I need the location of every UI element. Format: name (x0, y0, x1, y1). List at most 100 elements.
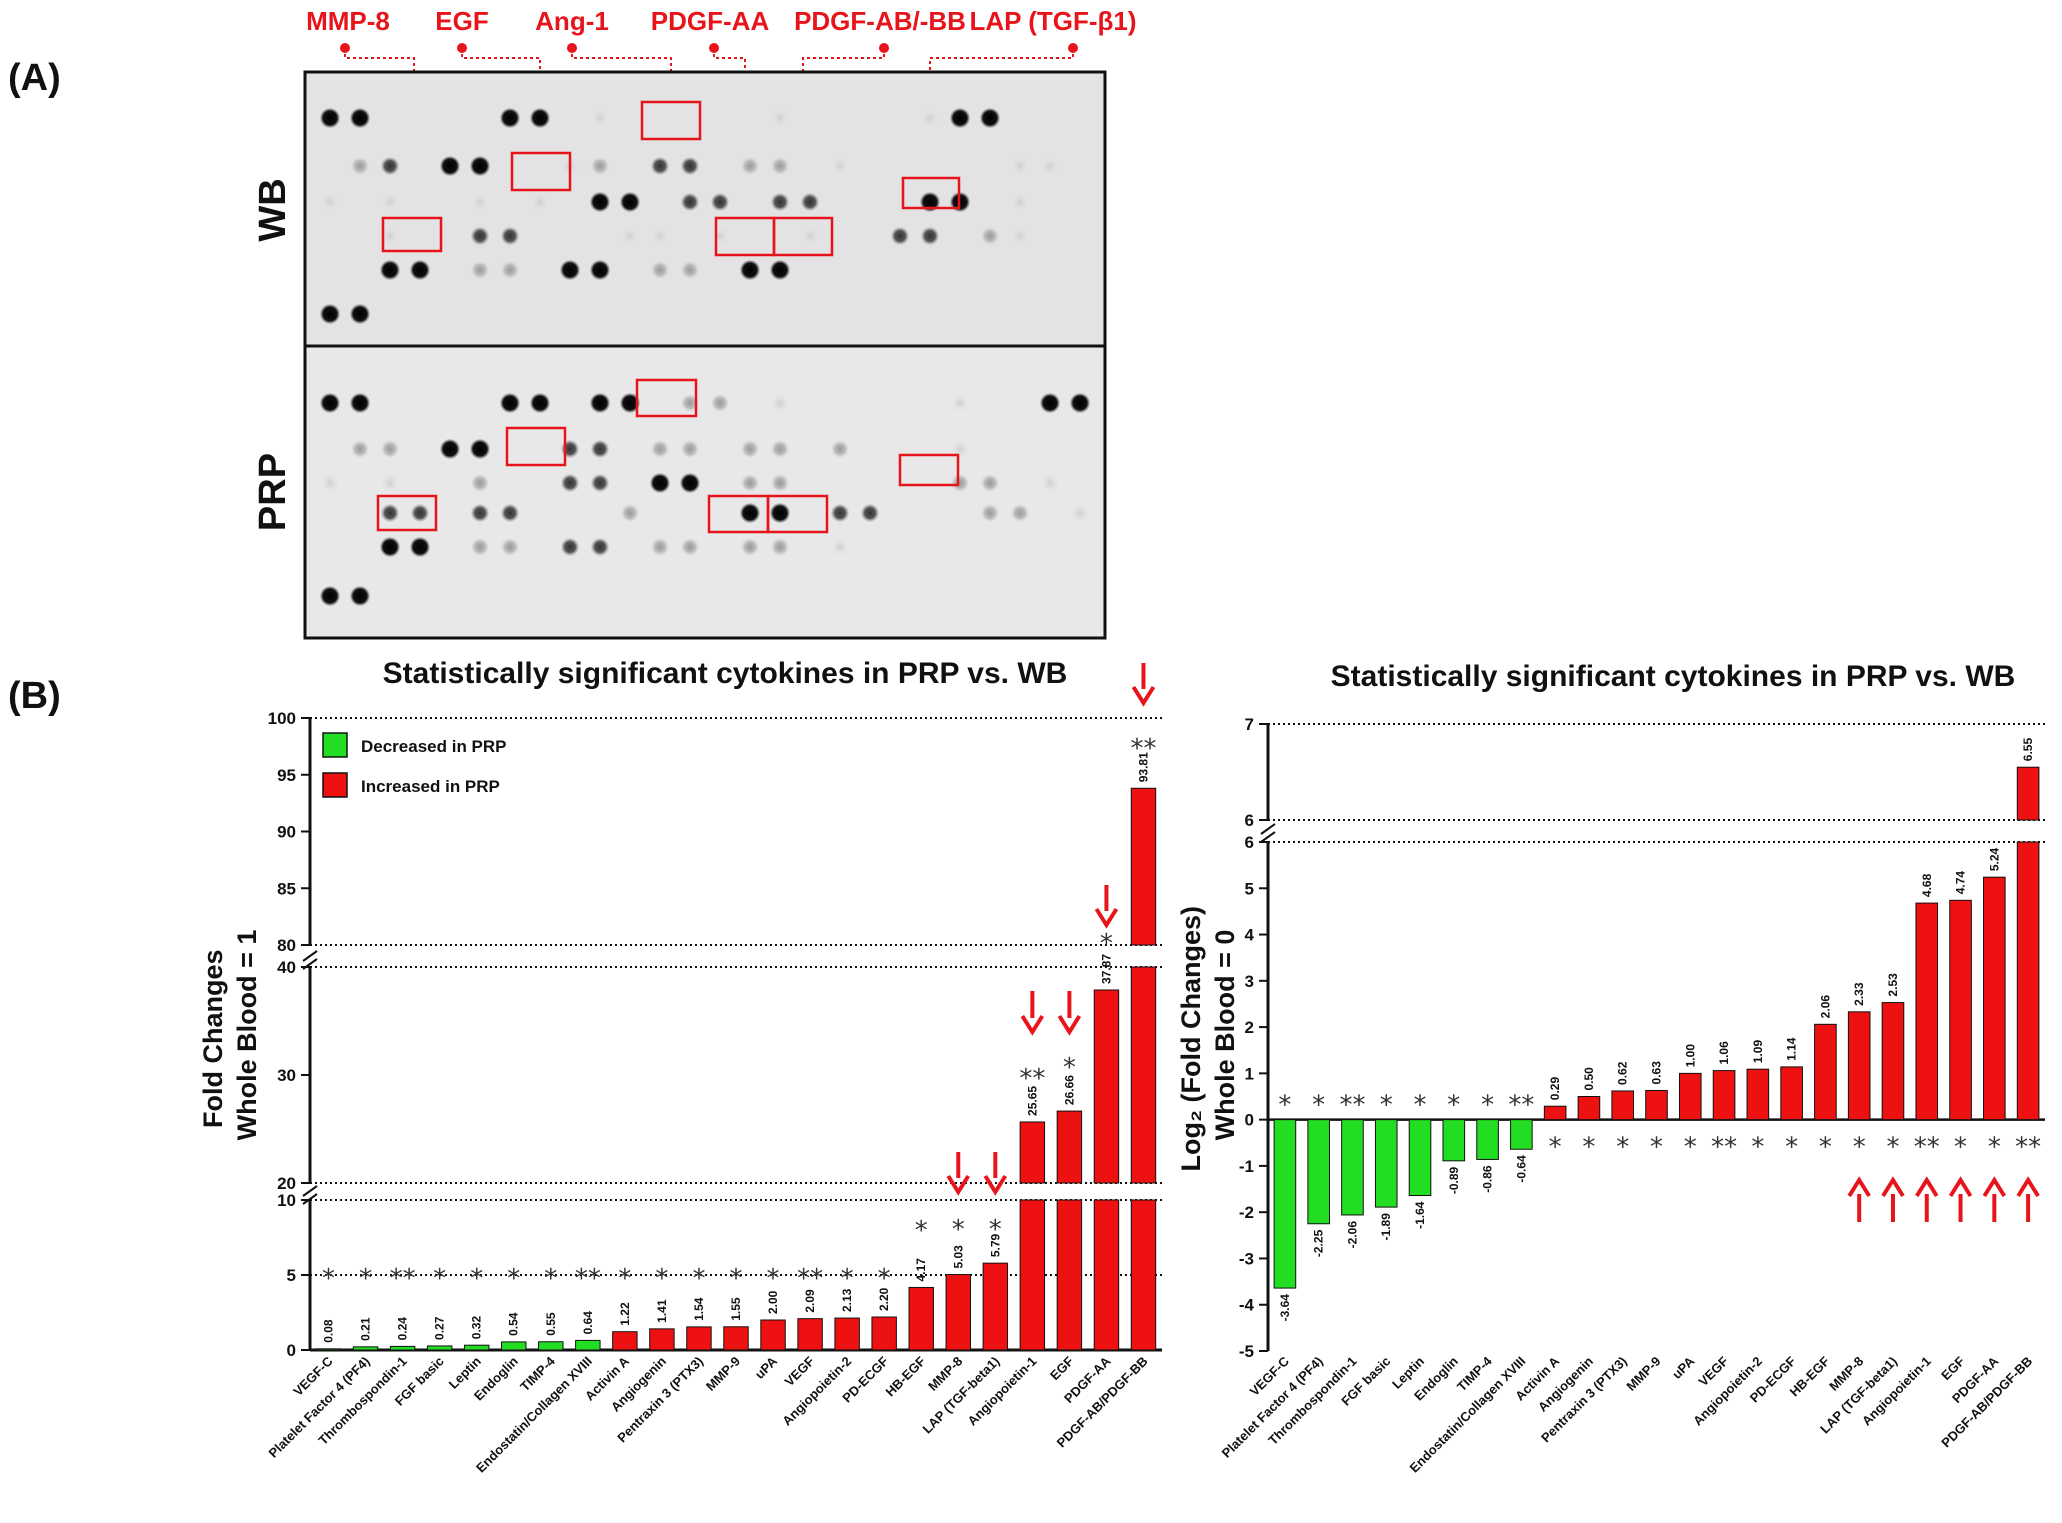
chart-left-bar-pdgf-ab-pdgf-bb-segment (1130, 966, 1157, 1184)
blot-spot (681, 261, 699, 279)
blot-spot (711, 394, 729, 412)
chart-right-bar-timp-4 (1476, 1119, 1499, 1160)
chart-left-significance: ** (390, 1264, 416, 1294)
legend-label-decreased: Decreased in PRP (361, 737, 507, 756)
chart-left-value-label: 0.55 (544, 1312, 558, 1336)
chart-left-category-label: VEGF (782, 1353, 818, 1389)
blot-spot (471, 261, 489, 279)
chart-left-bar-vegf (797, 1318, 823, 1351)
blot-spot (560, 260, 580, 280)
blot-spot (831, 504, 849, 522)
blot-spot (771, 193, 789, 211)
blot-spot (741, 538, 759, 556)
chart-right-value-label: -1.89 (1379, 1213, 1393, 1241)
chart-right-bar-thrombospondin-1 (1341, 1119, 1364, 1216)
chart-left-ytick-label: 90 (277, 823, 296, 842)
blot-spot (771, 440, 789, 458)
blot-spot (620, 192, 640, 212)
blot-spot (471, 193, 489, 211)
chart-right-bar-mmp-9-segment (1645, 1089, 1668, 1121)
chart-right-significance: * (1886, 1133, 1899, 1163)
chart-left-value-label: 0.64 (581, 1311, 595, 1335)
blot-spot (1040, 393, 1060, 413)
chart-right-value-label: -1.64 (1413, 1201, 1427, 1229)
chart-right-bar-hb-egf (1814, 1023, 1837, 1121)
chart-right-bar-lap-tgf-beta1 (1881, 1002, 1905, 1121)
chart-right-value-label: 2.53 (1886, 973, 1900, 997)
blot-spot (350, 108, 370, 128)
blot-spot (380, 260, 400, 280)
chart-left-value-label: 2.09 (803, 1289, 817, 1313)
blot-spot (381, 474, 399, 492)
chart-left-highlight-arrow-head (1131, 685, 1156, 707)
chart-right-significance: * (1751, 1133, 1764, 1163)
chart-right-significance: * (1853, 1133, 1866, 1163)
chart-left-ytick-label: 20 (277, 1174, 296, 1193)
chart-right-bar-pdgf-aa-segment (1983, 876, 2006, 1121)
chart-right-bar-pd-ecgf (1780, 1066, 1803, 1121)
chart-right-category-label: MMP-9 (1623, 1354, 1663, 1394)
chart-left-significance: ** (575, 1264, 601, 1294)
panel-b-label: (B) (8, 675, 61, 717)
blot-spot (531, 193, 549, 211)
blot-spot (440, 439, 460, 459)
chart-right-significance: * (1549, 1133, 1562, 1163)
chart-right-significance: * (1616, 1133, 1629, 1163)
panel-a-label: (A) (8, 57, 61, 99)
chart-right-value-label: 0.50 (1582, 1067, 1596, 1091)
blot-spot (350, 304, 370, 324)
blot-spot (381, 157, 399, 175)
chart-left-ytick-label: 40 (277, 958, 296, 977)
chart-right-value-label: 1.14 (1785, 1037, 1799, 1061)
blot-spot (381, 193, 399, 211)
chart-right-ylabel-line1: Log₂ (Fold Changes) (1176, 906, 1206, 1171)
chart-left-highlight-arrow-head (1094, 907, 1119, 929)
chart-left-significance: * (655, 1264, 668, 1294)
blot-spot (351, 440, 369, 458)
chart-left-bar-fgf-basic (426, 1345, 453, 1351)
blot-spot (651, 538, 669, 556)
blot-spot (980, 108, 1000, 128)
chart-right-bar-mmp-8 (1847, 1011, 1871, 1121)
blot-spot (381, 504, 399, 522)
chart-left-axis-break (302, 1185, 318, 1205)
blot-spot (380, 537, 400, 557)
chart-right-bar-angiopoietin-2-segment (1746, 1068, 1770, 1121)
blot-spot (740, 260, 760, 280)
chart-left-ytick-label: 95 (277, 766, 296, 785)
blot-spot (921, 227, 939, 245)
chart-right-ytick-label: -2 (1239, 1203, 1254, 1222)
chart-left-bar-endostatin-collagen-xviii (575, 1339, 601, 1351)
chart-right-value-label: 1.09 (1751, 1040, 1765, 1064)
chart-left-bar-platelet-factor-4-pf4 (352, 1346, 379, 1351)
chart-right-bar-activin-a-segment (1543, 1105, 1567, 1121)
chart-left-bar-angiopoietin-2 (834, 1317, 860, 1351)
blot-spot (561, 440, 579, 458)
chart-right-value-label: -2.25 (1312, 1229, 1326, 1257)
blot-spot (351, 157, 369, 175)
chart-right-bar-angiogenin-segment (1577, 1096, 1601, 1121)
chart-right-bar-endostatin-collagen-xviii (1510, 1119, 1533, 1150)
chart-left-significance: * (915, 1216, 928, 1246)
chart-right-significance: ** (1339, 1091, 1365, 1121)
chart-left-bar-angiopoietin-1-segment (1019, 1121, 1046, 1184)
chart-left-significance: * (989, 1215, 1002, 1245)
blot-spot (651, 227, 669, 245)
blot-spot (321, 474, 339, 492)
chart-right-highlight-arrow (1847, 1176, 1871, 1222)
chart-right-value-label: -0.64 (1514, 1155, 1528, 1183)
blot-spot (651, 261, 669, 279)
chart-right-highlight-arrow-head (2016, 1176, 2040, 1198)
chart-right-bar-pdgf-aa (1983, 876, 2006, 1121)
protein-label-ang1: Ang-1 (535, 6, 609, 36)
chart-left-ylabel-line2: Whole Blood = 1 (232, 930, 262, 1141)
chart-left-bar-lap-tgf-beta1-segment (982, 1262, 1009, 1351)
blot-spot (921, 109, 939, 127)
chart-right-bar-pdgf-ab-pdgf-bb (2016, 766, 2040, 1121)
chart-left-value-label: 0.27 (433, 1316, 447, 1340)
chart-left-ytick-label: 30 (277, 1066, 296, 1085)
blot-spot (501, 227, 519, 245)
chart-right-significance: * (1650, 1133, 1663, 1163)
blot-spot (770, 260, 790, 280)
chart-left-bar-leptin (463, 1344, 490, 1351)
